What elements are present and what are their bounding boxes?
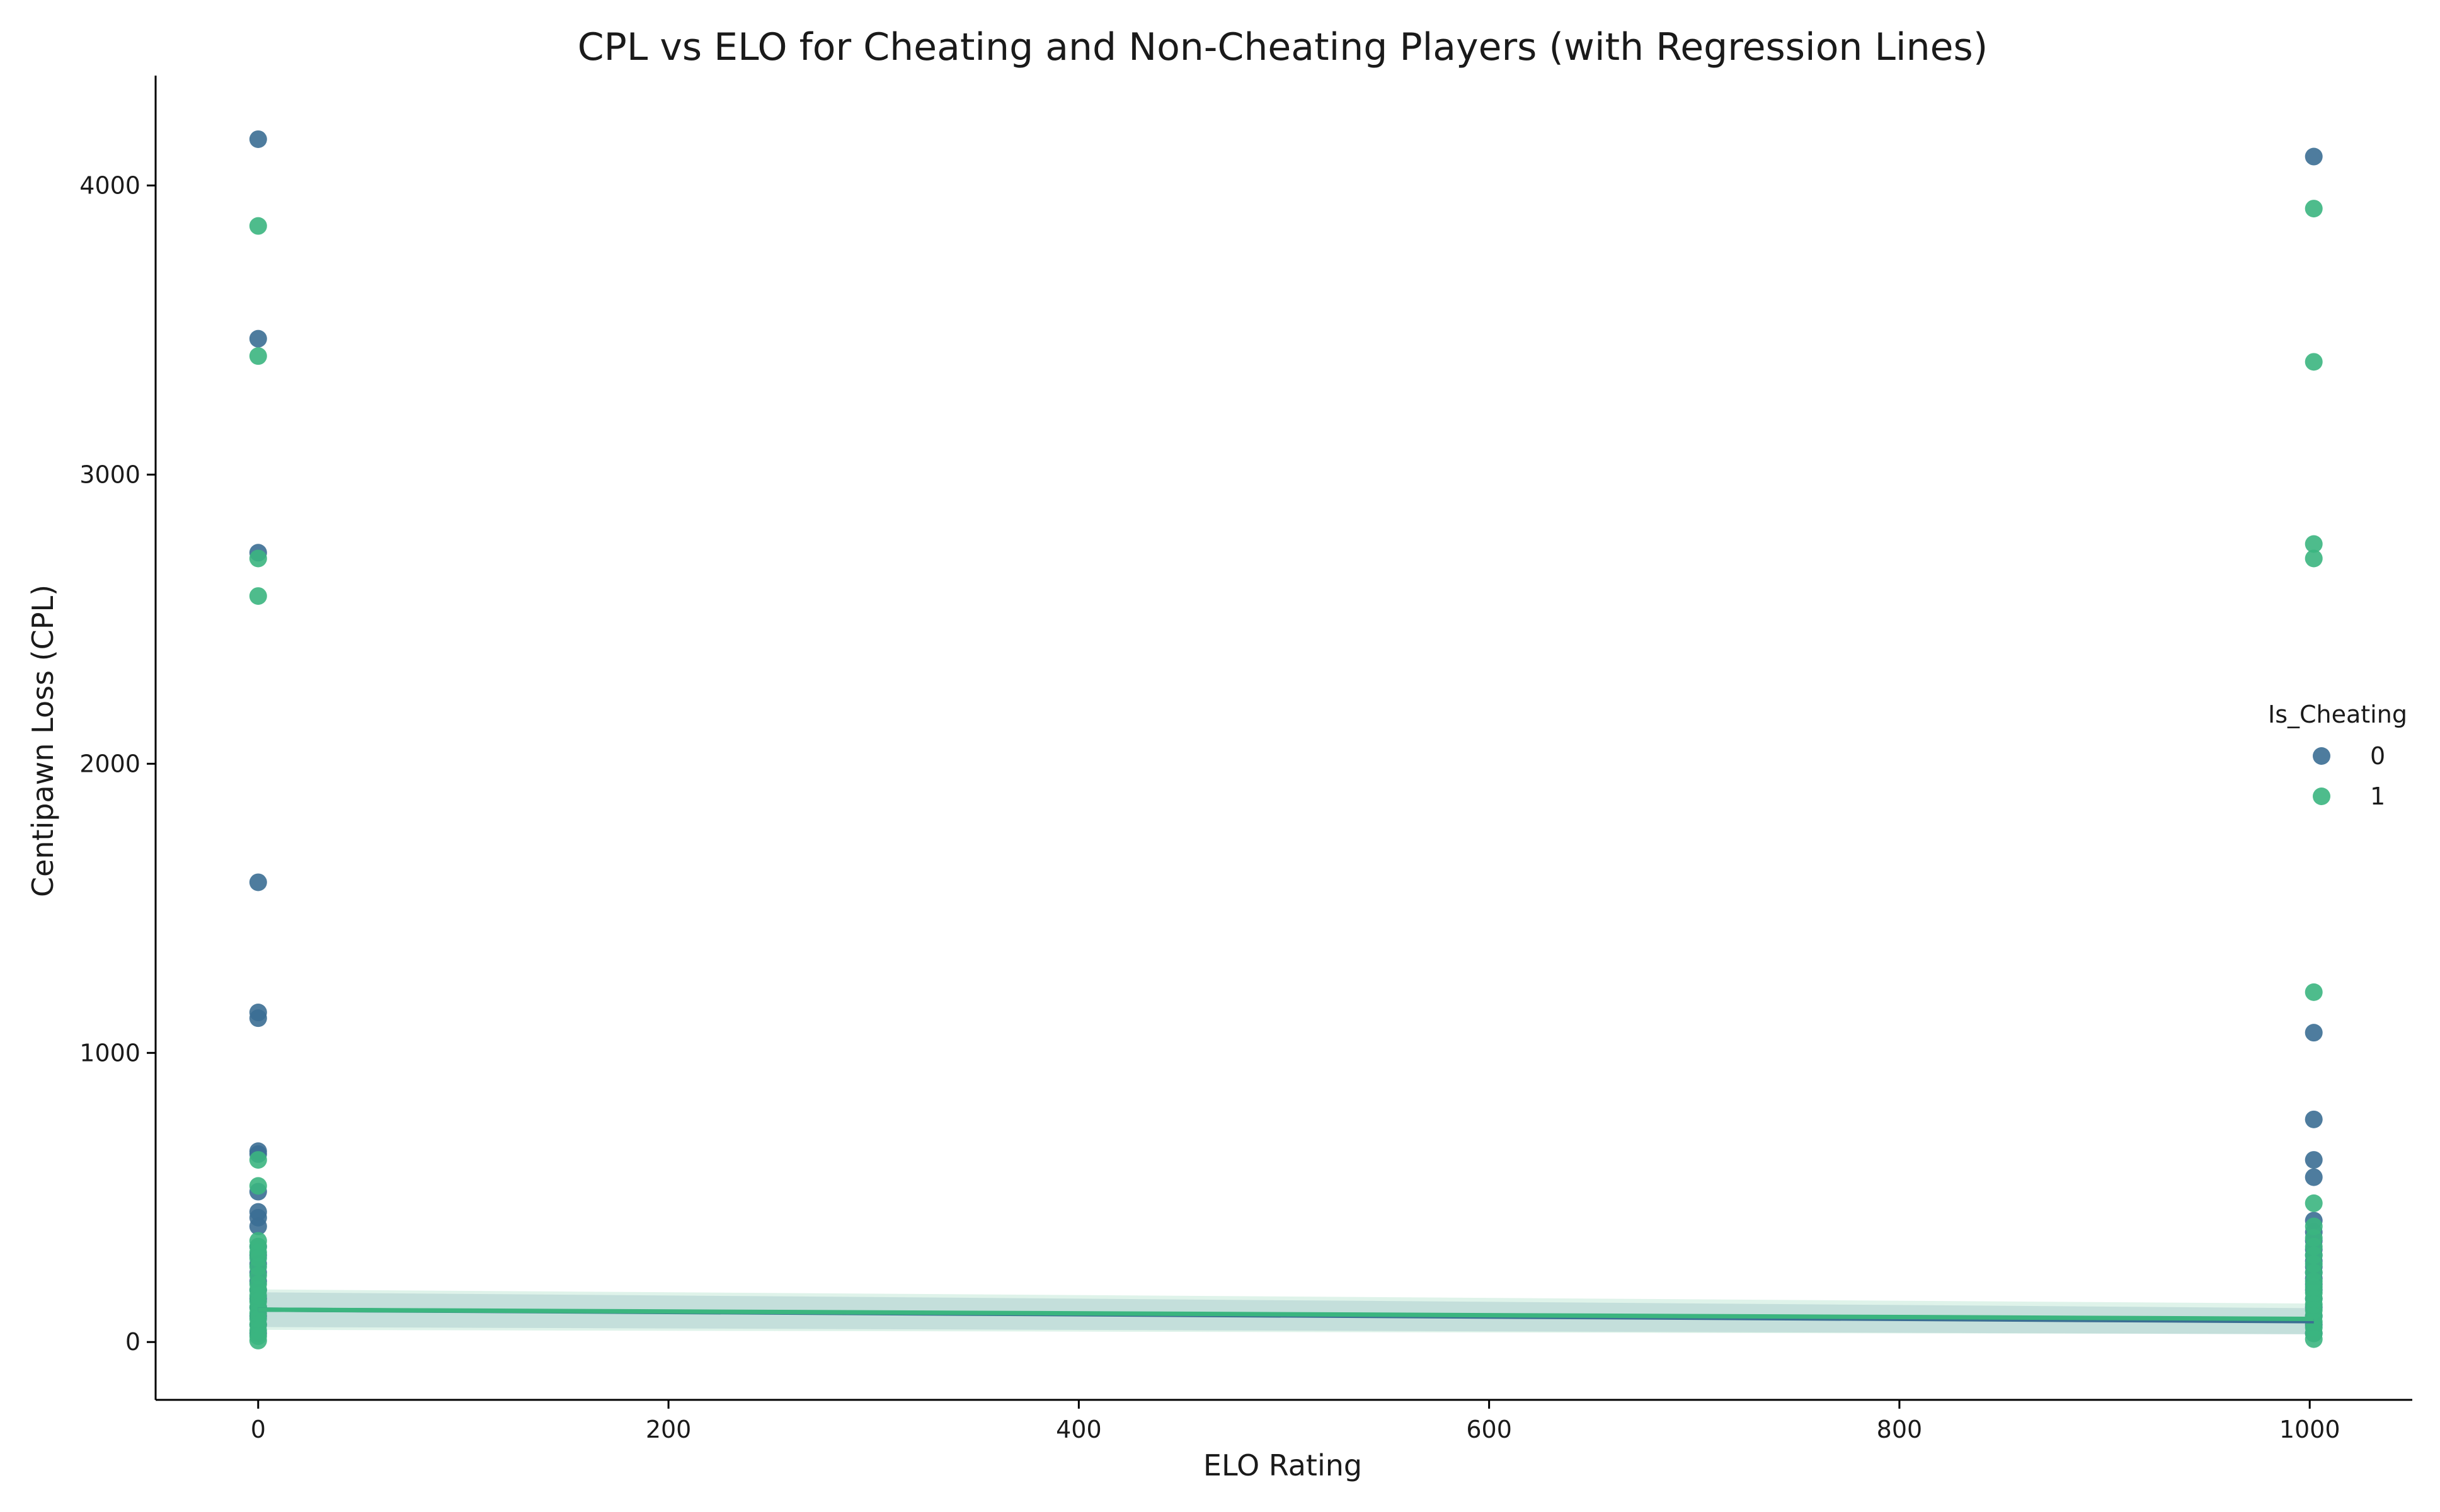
legend-label-1: 1 [2370, 782, 2385, 810]
data-point-0 [2305, 147, 2323, 166]
data-point-1 [249, 1177, 267, 1195]
axes: 0 200 400 600 800 1000 0 1000 2000 3000 4000 [79, 76, 2412, 1443]
confidence-band-1 [258, 1289, 2314, 1334]
data-point-0 [2305, 1024, 2323, 1042]
legend-marker-1 [2313, 788, 2330, 805]
legend-marker-0 [2313, 747, 2330, 765]
data-point-1 [2305, 983, 2323, 1001]
plot-area [249, 130, 2323, 1349]
data-point-1 [249, 549, 267, 568]
data-point-1 [249, 217, 267, 235]
data-point-0 [249, 1217, 267, 1235]
data-point-1 [2305, 200, 2323, 218]
x-tick-label: 400 [1056, 1416, 1102, 1443]
y-tick-label: 4000 [79, 171, 140, 199]
x-tick-label: 800 [1877, 1416, 1923, 1443]
data-point-0 [2305, 1151, 2323, 1169]
data-point-1 [2305, 1330, 2323, 1348]
x-tick-label: 1000 [2279, 1416, 2340, 1443]
x-axis-label: ELO Rating [1203, 1448, 1362, 1482]
legend-title: Is_Cheating [2268, 701, 2407, 728]
chart-title: CPL vs ELO for Cheating and Non-Cheating… [578, 25, 1988, 69]
data-point-0 [249, 130, 267, 148]
data-point-0 [249, 873, 267, 891]
data-point-1 [249, 1151, 267, 1169]
data-point-0 [2305, 1110, 2323, 1128]
data-point-1 [2305, 535, 2323, 553]
y-tick-label: 0 [125, 1328, 140, 1356]
y-tick-label: 3000 [79, 461, 140, 488]
data-point-1 [2305, 1194, 2323, 1212]
data-point-1 [2305, 353, 2323, 371]
data-point-0 [249, 329, 267, 348]
data-point-0 [2305, 1168, 2323, 1186]
x-tick-label: 0 [251, 1416, 266, 1443]
legend: Is_Cheating 0 1 [2268, 701, 2407, 810]
data-point-1 [249, 587, 267, 605]
y-axis-label: Centipawn Loss (CPL) [26, 585, 60, 897]
y-tick-label: 2000 [79, 750, 140, 777]
data-point-1 [249, 347, 267, 365]
legend-label-0: 0 [2370, 742, 2385, 770]
data-point-1 [2305, 549, 2323, 568]
x-tick-label: 600 [1466, 1416, 1512, 1443]
y-tick-label: 1000 [79, 1039, 140, 1067]
x-tick-label: 200 [646, 1416, 692, 1443]
data-point-0 [249, 1009, 267, 1028]
data-point-1 [249, 1331, 267, 1349]
regression-line-1 [258, 1307, 2314, 1321]
